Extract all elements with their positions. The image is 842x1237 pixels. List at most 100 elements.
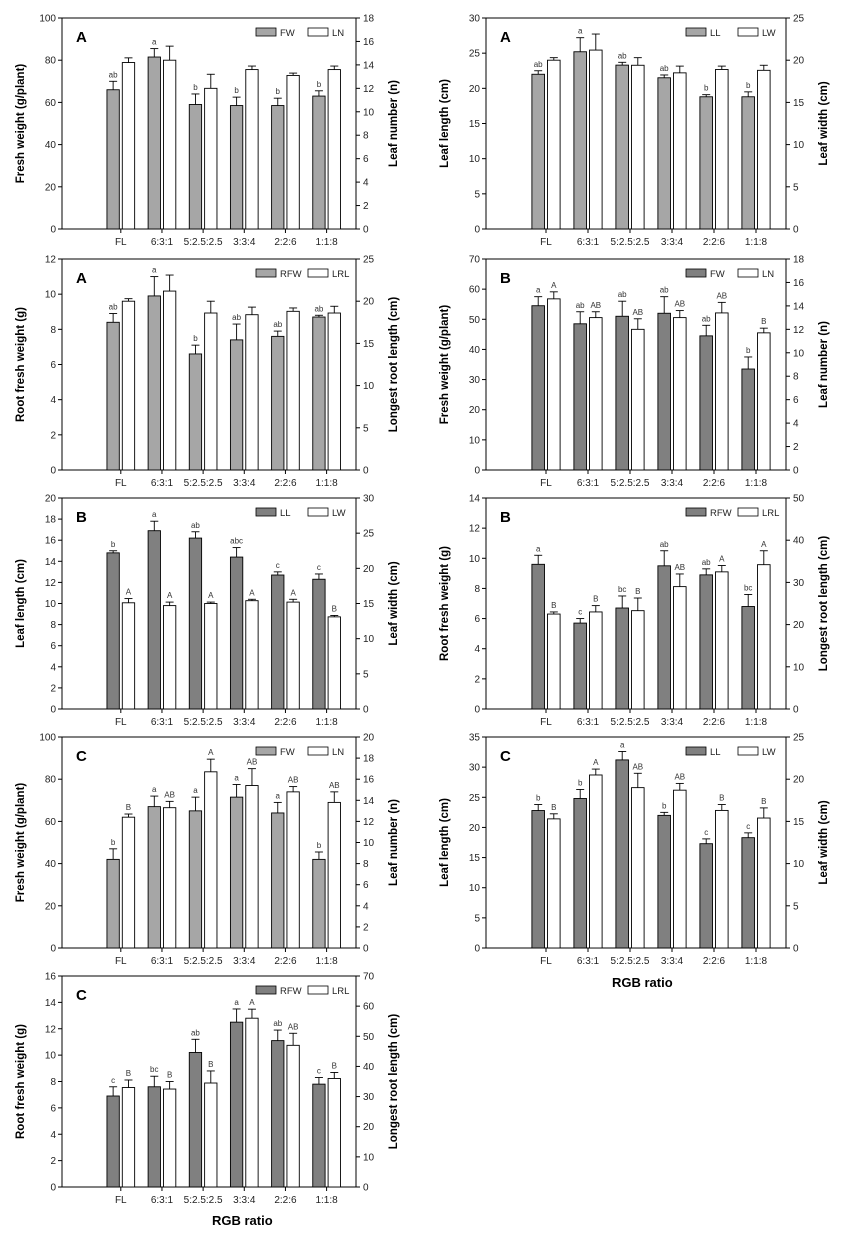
bar-ln	[163, 807, 177, 949]
significance-letter-fw: ab	[618, 290, 627, 299]
right-tick-label: 18	[793, 255, 805, 266]
legend-swatch-rfw	[255, 268, 277, 278]
x-tick-label: 3:3:4	[661, 717, 684, 728]
significance-letter-ln: AB	[329, 781, 340, 790]
left-tick-label: 0	[474, 705, 480, 716]
significance-letter-rfw: ab	[314, 304, 323, 313]
significance-letter-ln: A	[208, 748, 214, 757]
x-tick-label: 2:2:6	[274, 956, 297, 967]
right-tick-label: 60	[363, 1002, 375, 1013]
bar-lrl	[245, 314, 259, 471]
significance-letter-ll: a	[152, 510, 157, 519]
significance-letter-rfw: ab	[273, 1019, 282, 1028]
right-tick-label: 18	[363, 754, 375, 765]
right-tick-label: 15	[793, 817, 805, 828]
significance-letter-fw: ab	[702, 314, 711, 323]
bar-lrl	[327, 1078, 341, 1188]
left-tick-label: 4	[50, 1130, 56, 1141]
x-tick-label: FL	[540, 956, 552, 967]
significance-letter-ll: b	[111, 540, 116, 549]
significance-letter-ll: b	[536, 794, 541, 803]
bar-ll	[615, 64, 629, 230]
right-tick-label: 70	[363, 972, 375, 983]
significance-letter-lw: B	[551, 803, 556, 812]
left-tick-label: 6	[50, 360, 56, 371]
significance-letter-lw: A	[249, 588, 255, 597]
right-tick-label: 16	[363, 37, 375, 48]
right-tick-label: 10	[363, 634, 375, 645]
bar-ln	[547, 298, 561, 471]
bar-lrl	[245, 1017, 259, 1188]
bar-lrl	[673, 586, 687, 710]
significance-letter-ln: AB	[632, 308, 643, 317]
bar-fw	[699, 335, 713, 471]
left-tick-label: 60	[469, 285, 481, 296]
bar-fw	[188, 104, 203, 230]
right-tick-label: 5	[363, 669, 369, 680]
bar-ln	[327, 69, 341, 230]
significance-letter-lrl: B	[551, 601, 556, 610]
bar-ln	[589, 317, 603, 471]
significance-letter-lw: A	[167, 591, 173, 600]
legend-swatch-fw	[685, 268, 707, 278]
bar-lrl	[286, 310, 300, 471]
left-tick-label: 10	[45, 1051, 57, 1062]
legend-swatch-rfw	[685, 507, 707, 517]
left-tick-label: 35	[469, 733, 481, 744]
left-tick-label: 20	[469, 823, 481, 834]
bar-lw	[121, 602, 136, 710]
bar-lw	[589, 774, 603, 949]
left-tick-label: 40	[45, 859, 57, 870]
x-tick-label: FL	[115, 478, 127, 489]
legend-label-ln: LN	[762, 269, 774, 280]
bar-ln	[286, 74, 300, 230]
legend-swatch-lrl	[307, 268, 329, 278]
x-tick-label: 6:3:1	[151, 956, 174, 967]
x-tick-label: 6:3:1	[151, 237, 174, 248]
bar-rfw	[699, 574, 713, 710]
significance-letter-ln: AB	[164, 790, 175, 799]
bar-fw	[741, 368, 755, 471]
left-tick-label: 30	[469, 14, 481, 25]
chart-panel-6: 0 2 4 6 8 10 12 14 0 10 20 30 40 50 Root fresh weight …	[439, 494, 830, 729]
bar-fw	[147, 806, 161, 949]
bar-fw	[657, 312, 671, 471]
right-tick-label: 20	[793, 775, 805, 786]
left-axis-title: Leaf length (cm)	[439, 79, 451, 168]
x-tick-label: 5:2.5:2.5	[184, 237, 223, 248]
left-tick-label: 60	[45, 98, 57, 109]
right-tick-label: 0	[793, 225, 799, 236]
right-tick-label: 50	[793, 494, 805, 505]
legend-label-lrl: LRL	[332, 269, 349, 280]
significance-letter-lw: B	[332, 604, 337, 613]
bar-lrl	[121, 1087, 136, 1188]
legend-label-lw: LW	[332, 508, 346, 519]
right-axis-title: Leaf width (cm)	[818, 81, 830, 166]
right-tick-label: 15	[363, 339, 375, 350]
bar-ll	[106, 552, 120, 710]
panel-label: C	[500, 748, 511, 765]
bar-lrl	[631, 610, 645, 710]
right-tick-label: 10	[363, 1152, 375, 1163]
left-tick-label: 8	[50, 1077, 56, 1088]
left-tick-label: 20	[469, 405, 481, 416]
significance-letter-lw: AB	[632, 762, 643, 771]
left-tick-label: 6	[474, 614, 480, 625]
bar-lrl	[163, 290, 177, 471]
right-tick-label: 30	[363, 494, 375, 505]
bar-lw	[204, 603, 218, 710]
x-tick-label: 5:2.5:2.5	[184, 478, 223, 489]
chart-panel-8: 0 5 10 15 20 25 30 35 0 5 10 15 20 25 Leaf length (cm)…	[439, 733, 830, 968]
bar-ln	[327, 801, 341, 949]
x-tick-label: 3:3:4	[233, 478, 256, 489]
x-tick-label: FL	[115, 1195, 127, 1206]
right-tick-label: 2	[363, 922, 369, 933]
right-tick-label: 25	[793, 733, 805, 744]
bar-lrl	[204, 312, 218, 471]
x-tick-label: 1:1:8	[745, 478, 768, 489]
left-tick-label: 2	[50, 430, 56, 441]
right-tick-label: 0	[363, 466, 369, 477]
significance-letter-lrl: B	[332, 1061, 337, 1070]
left-tick-label: 6	[50, 1103, 56, 1114]
right-tick-label: 10	[363, 107, 375, 118]
